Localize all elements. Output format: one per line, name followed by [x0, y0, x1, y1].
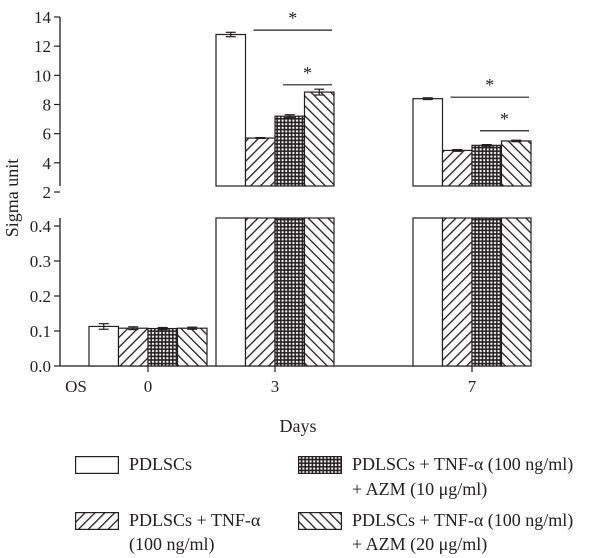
bar-lower-segment [303, 217, 335, 367]
y-tick-label: 0.2 [30, 287, 51, 306]
legend-label: PDLSCs [129, 454, 193, 474]
bar [88, 325, 120, 367]
y-tick-label: 0.4 [30, 217, 52, 236]
bar [441, 149, 473, 187]
bar [303, 91, 335, 187]
x-tick-label: 0 [144, 377, 153, 396]
significance-star: * [500, 109, 509, 129]
significance-star: * [288, 8, 297, 28]
y-tick-label: 0.3 [30, 252, 51, 271]
y-tick-label: 2 [43, 183, 52, 202]
bar-lower-segment [441, 217, 473, 367]
axes: 0.0 0.1 0.2 0.3 0.4 2 4 6 8 10 12 14 OS 0 3 7 [30, 8, 505, 396]
y-tick-label: 6 [43, 125, 52, 144]
bar [147, 327, 179, 367]
bar-lower-segment [274, 217, 306, 367]
bar [412, 98, 444, 187]
x-tick-label: 7 [468, 377, 477, 396]
legend-label: + AZM (20 μg/ml) [352, 534, 488, 554]
legend-label: PDLSCs + TNF-α (100 ng/ml) [352, 454, 574, 474]
legend-swatch-forward-hatch [75, 512, 119, 530]
y-tick-label: 8 [43, 96, 52, 115]
significance-star: * [485, 75, 494, 95]
bar [215, 33, 247, 187]
bar-chart: 0.0 0.1 0.2 0.3 0.4 2 4 6 8 10 12 14 OS 0 3 7 * * * * Sigm… [2, 8, 532, 436]
x-axis-label: Days [280, 416, 317, 436]
significance-star: * [303, 63, 312, 83]
bar-lower-segment [215, 217, 247, 367]
legend-label: (100 ng/ml) [129, 534, 215, 554]
y-tick-label: 0.1 [30, 322, 51, 341]
legend-swatch-back-hatch [298, 512, 342, 530]
x-origin-label: OS [65, 377, 87, 396]
y-tick-label: 14 [34, 8, 52, 27]
x-tick-label: 3 [271, 377, 280, 396]
legend-label: + AZM (10 μg/ml) [352, 479, 488, 499]
y-tick-label: 4 [43, 154, 52, 173]
bar-lower-segment [471, 217, 503, 367]
legend-swatch-grid [298, 456, 342, 474]
y-tick-label: 12 [34, 37, 51, 56]
legend-label: PDLSCs + TNF-α [129, 510, 261, 530]
bar [176, 327, 208, 367]
y-tick-label: 10 [34, 66, 51, 85]
y-tick-label: 0.0 [30, 357, 51, 376]
bar-lower-segment [500, 217, 532, 367]
significance-markers: * * * * [253, 8, 529, 132]
bar [117, 327, 149, 367]
legend-label: PDLSCs + TNF-α (100 ng/ml) [352, 510, 574, 530]
bar [274, 115, 306, 187]
bar [471, 144, 503, 187]
bar-lower-segment [244, 217, 276, 367]
bar-lower-segment [412, 217, 444, 367]
y-axis-label: Sigma unit [2, 159, 22, 238]
bars [88, 31, 532, 367]
legend-swatch-white [75, 456, 119, 474]
bar [500, 140, 532, 187]
bar [244, 137, 276, 187]
